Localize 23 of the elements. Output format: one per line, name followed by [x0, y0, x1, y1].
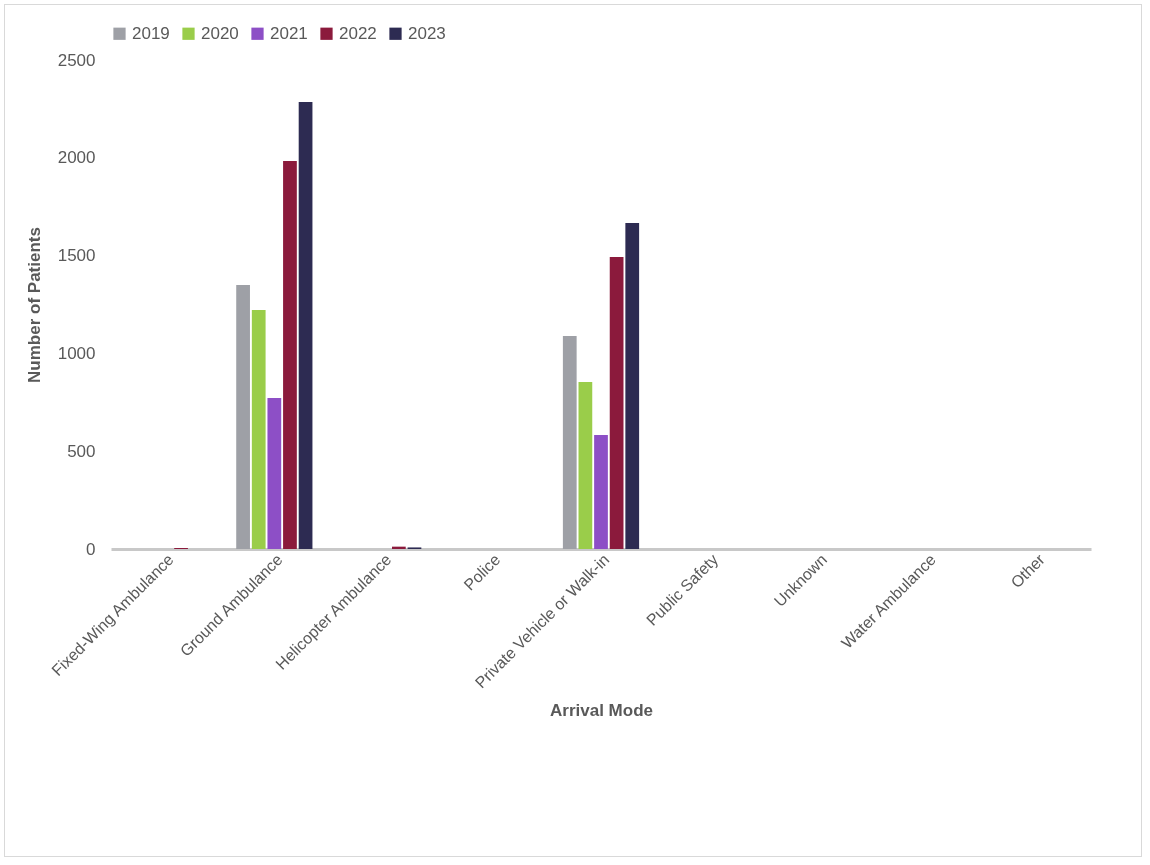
legend-label: 2020	[201, 23, 239, 43]
bar	[251, 309, 266, 549]
bar	[562, 335, 577, 549]
legend-label: 2021	[270, 23, 308, 43]
legend-label: 2019	[132, 23, 170, 43]
y-tick-label: 1500	[57, 246, 96, 266]
bar	[267, 398, 282, 549]
y-tick-label: 1000	[57, 343, 96, 363]
bar	[283, 160, 297, 549]
y-tick-label: 500	[67, 441, 96, 461]
bar	[609, 256, 624, 549]
bar	[236, 284, 250, 549]
x-axis-title: Arrival Mode	[550, 701, 653, 721]
legend-label: 2023	[408, 23, 446, 43]
legend-label: 2022	[339, 23, 377, 43]
y-axis-title: Number of Patients	[24, 227, 44, 383]
bar	[625, 222, 640, 549]
bar	[594, 434, 608, 549]
bar	[578, 381, 593, 549]
bar	[298, 102, 313, 549]
y-tick-label: 0	[86, 539, 96, 559]
y-tick-label: 2500	[57, 50, 96, 70]
y-tick-label: 2000	[57, 148, 96, 168]
